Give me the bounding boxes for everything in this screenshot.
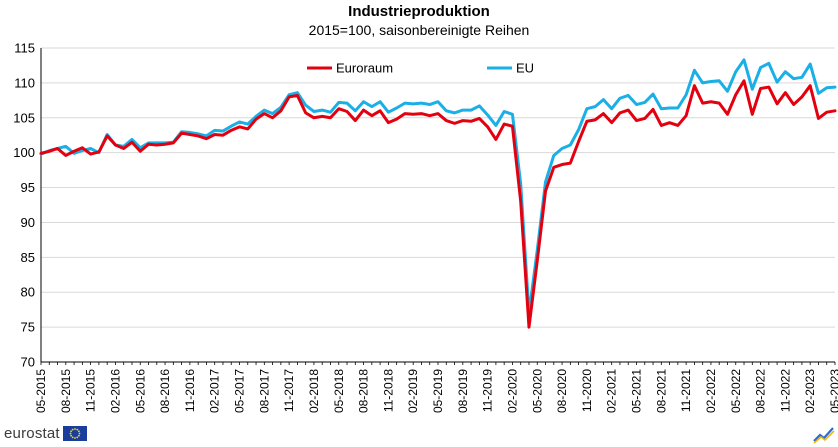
series-line-euroraum (39, 79, 837, 329)
x-tick-label: 02-2021 (605, 369, 619, 413)
x-tick-label: 02-2020 (505, 369, 519, 413)
x-tick-label: 08-2019 (456, 369, 470, 413)
x-tick-label: 05-2015 (34, 369, 48, 413)
logo-text: eurostat (4, 425, 60, 442)
series-lines (39, 58, 837, 329)
x-tick-label: 11-2021 (679, 369, 693, 412)
x-tick-label: 02-2023 (803, 369, 817, 413)
chart-subtitle: 2015=100, saisonbereinigte Reihen (308, 22, 530, 38)
legend: Euroraum EU (307, 61, 534, 76)
x-tick-label: 02-2018 (307, 369, 321, 413)
x-tick-label: 08-2022 (754, 369, 768, 413)
x-tick-label: 08-2018 (357, 369, 371, 413)
legend-label-euroraum: Euroraum (336, 61, 393, 76)
y-axis: 70 75 80 85 90 95 100 105 110 115 (13, 41, 42, 370)
x-tick-label: 05-2017 (233, 369, 247, 413)
x-tick-label: 08-2017 (257, 369, 271, 413)
x-tick-label: 02-2016 (108, 369, 122, 413)
eu-flag-icon (62, 426, 87, 441)
x-tick-label: 05-2023 (828, 369, 838, 413)
y-tick-label: 105 (13, 110, 35, 125)
x-tick-label: 05-2021 (630, 369, 644, 413)
x-tick-label: 02-2019 (406, 369, 420, 413)
eurostat-logo: eurostat (4, 425, 87, 442)
series-line-eu (39, 58, 837, 315)
x-axis: 05-2015 08-2015 11-2015 02-2016 05-2016 08-20… (34, 361, 838, 413)
x-tick-label: 11-2017 (282, 369, 296, 412)
x-tick-label: 05-2016 (133, 369, 147, 413)
y-tick-label: 115 (14, 41, 35, 56)
x-tick-label: 08-2016 (158, 369, 172, 413)
x-tick-label: 08-2021 (654, 369, 668, 413)
x-tick-label: 11-2019 (481, 369, 495, 412)
y-tick-label: 75 (21, 320, 35, 335)
y-tick-label: 90 (21, 215, 35, 230)
x-tick-label: 08-2015 (59, 369, 73, 413)
x-tick-label: 02-2017 (208, 369, 222, 413)
y-tick-label: 95 (21, 180, 35, 195)
y-tick-label: 100 (13, 145, 35, 160)
x-tick-label: 05-2022 (729, 369, 743, 413)
x-tick-label: 05-2019 (431, 369, 445, 413)
y-tick-label: 85 (21, 250, 35, 265)
x-tick-label: 05-2018 (332, 369, 346, 413)
x-tick-label: 11-2022 (778, 369, 792, 412)
x-tick-label: 02-2022 (704, 369, 718, 413)
x-tick-label: 05-2020 (530, 369, 544, 413)
y-tick-label: 80 (21, 285, 35, 300)
y-tick-label: 70 (21, 355, 35, 370)
x-tick-label: 11-2015 (84, 369, 98, 412)
chart-title: Industrieproduktion (348, 3, 490, 20)
y-tick-label: 110 (14, 75, 35, 90)
x-tick-label: 11-2016 (183, 369, 197, 412)
x-tick-label: 08-2020 (555, 369, 569, 413)
corner-swoosh-icon (813, 427, 835, 444)
x-tick-label: 11-2018 (381, 369, 395, 412)
legend-label-eu: EU (516, 61, 534, 76)
x-tick-label: 11-2020 (580, 369, 594, 412)
grid-lines (41, 47, 835, 363)
